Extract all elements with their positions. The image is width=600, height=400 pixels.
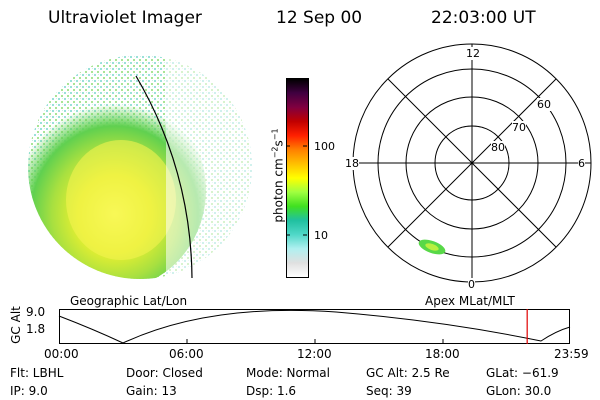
colorbar-ticks: [286, 145, 307, 236]
mlt-label-0: 0: [468, 278, 475, 291]
info-gc-alt: GC Alt: 2.5 Re: [366, 366, 450, 380]
info-filter: Flt: LBHL: [10, 366, 64, 380]
xtick-2359: 23:59: [554, 347, 589, 361]
info-mode: Mode: Normal: [246, 366, 330, 380]
info-ip: IP: 9.0: [10, 384, 48, 398]
date-label: 12 Sep 00: [276, 8, 363, 28]
colorbar: [286, 78, 309, 278]
altitude-strip-plot: [58, 309, 571, 344]
info-glat: GLat: −61.9: [486, 366, 559, 380]
terminator-line: [135, 75, 193, 279]
xtick-1800: 18:00: [425, 347, 460, 361]
xtick-0600: 06:00: [169, 347, 204, 361]
info-gain: Gain: 13: [126, 384, 177, 398]
xtick-1200: 12:00: [297, 347, 332, 361]
info-dsp: Dsp: 1.6: [246, 384, 297, 398]
info-seq: Seq: 39: [366, 384, 412, 398]
polar-mlat-mlt-plot: [352, 43, 592, 283]
mlat-label-70: 70: [512, 121, 526, 134]
info-glon: GLon: 30.0: [486, 384, 552, 398]
altitude-ylabel: GC Alt: [9, 306, 23, 344]
xtick-0000: 00:00: [44, 347, 79, 361]
polar-caption: Apex MLat/MLT: [425, 294, 515, 308]
globe-auroral-image: [28, 55, 252, 279]
mlt-label-18: 18: [345, 157, 359, 170]
colorbar-tick-10: 10: [314, 229, 328, 242]
mlat-label-60: 60: [537, 98, 551, 111]
mlt-label-12: 12: [466, 47, 480, 60]
info-door: Door: Closed: [126, 366, 203, 380]
altitude-ytick-top: 9.0: [26, 305, 46, 319]
globe-caption: Geographic Lat/Lon: [70, 294, 188, 308]
colorbar-unit-label: photon cm−2s−1: [270, 128, 286, 223]
mlat-label-80: 80: [491, 141, 505, 154]
instrument-title: Ultraviolet Imager: [48, 8, 202, 28]
altitude-ytick-bottom: 1.8: [26, 322, 46, 336]
mlt-label-6: 6: [578, 157, 585, 170]
colorbar-tick-100: 100: [314, 140, 335, 153]
time-label: 22:03:00 UT: [431, 8, 536, 28]
